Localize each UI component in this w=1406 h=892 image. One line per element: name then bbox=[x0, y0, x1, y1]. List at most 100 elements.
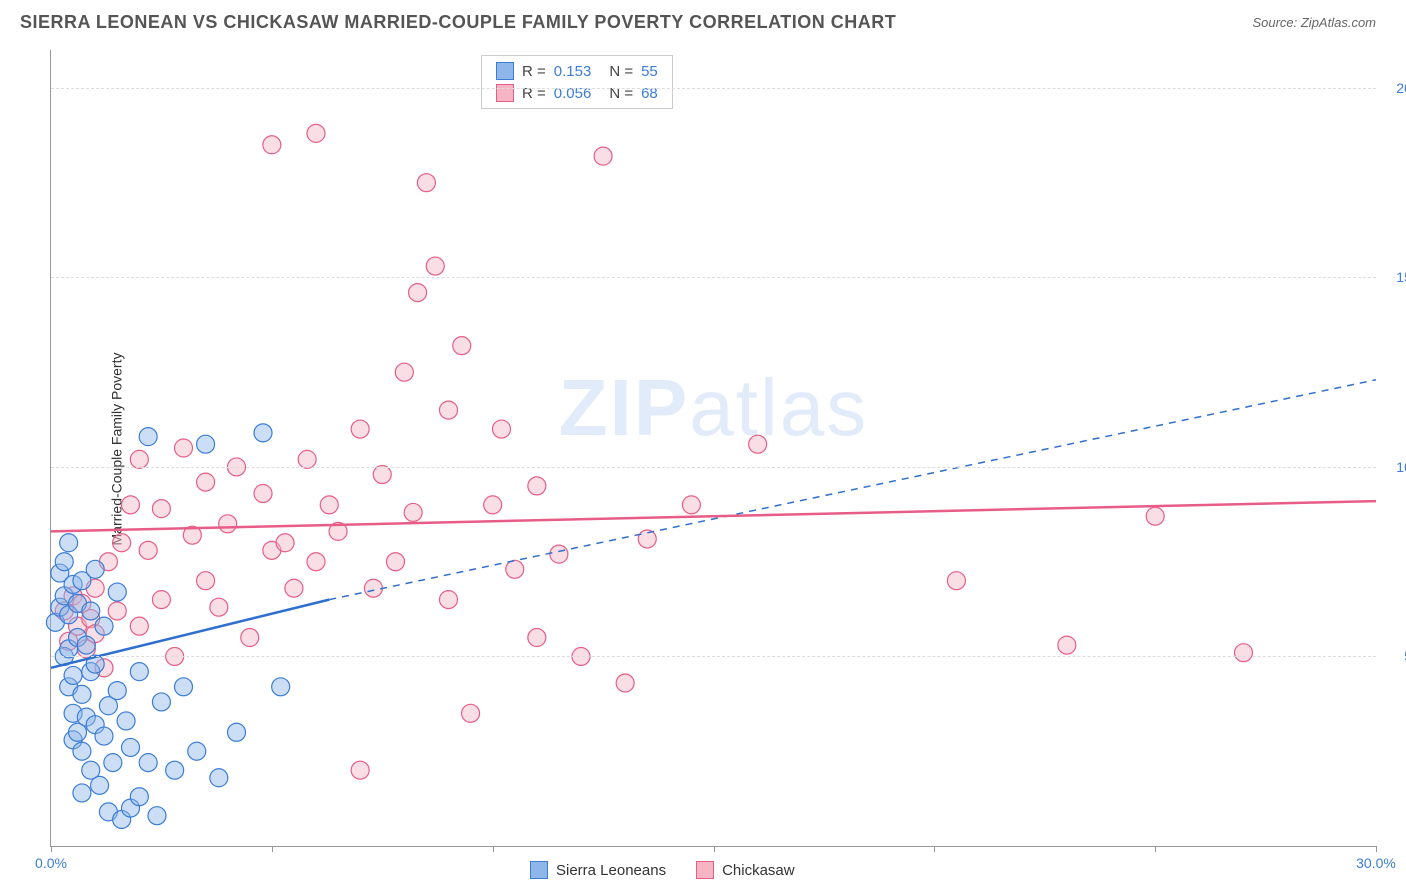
y-tick-label: 15.0% bbox=[1396, 269, 1406, 285]
swatch-sierra-legend bbox=[530, 861, 548, 879]
chickasaw-point bbox=[528, 629, 546, 647]
chickasaw-point bbox=[263, 136, 281, 154]
chickasaw-point bbox=[307, 124, 325, 142]
sierra-point bbox=[148, 807, 166, 825]
chickasaw-point bbox=[1235, 644, 1253, 662]
source-label: Source: ZipAtlas.com bbox=[1252, 15, 1376, 30]
sierra-point bbox=[166, 761, 184, 779]
swatch-chickasaw bbox=[496, 84, 514, 102]
chickasaw-point bbox=[462, 704, 480, 722]
sierra-point bbox=[117, 712, 135, 730]
sierra-point bbox=[60, 534, 78, 552]
sierra-point bbox=[254, 424, 272, 442]
sierra-point bbox=[55, 553, 73, 571]
swatch-chickasaw-legend bbox=[696, 861, 714, 879]
chickasaw-point bbox=[395, 363, 413, 381]
legend-chickasaw: Chickasaw bbox=[696, 861, 795, 879]
chickasaw-point bbox=[351, 761, 369, 779]
sierra-point bbox=[95, 727, 113, 745]
chickasaw-point bbox=[638, 530, 656, 548]
x-tick bbox=[272, 846, 273, 852]
sierra-point bbox=[91, 776, 109, 794]
chickasaw-point bbox=[440, 591, 458, 609]
gridline bbox=[51, 88, 1376, 89]
chickasaw-point bbox=[351, 420, 369, 438]
chart-area: Married-Couple Family Poverty ZIPatlas R… bbox=[50, 50, 1376, 847]
chickasaw-point bbox=[1058, 636, 1076, 654]
legend: Sierra Leoneans Chickasaw bbox=[530, 861, 795, 879]
sierra-point bbox=[77, 636, 95, 654]
sierra-point bbox=[108, 682, 126, 700]
chickasaw-point bbox=[373, 466, 391, 484]
chickasaw-point bbox=[152, 500, 170, 518]
sierra-point bbox=[73, 742, 91, 760]
chickasaw-point bbox=[298, 450, 316, 468]
chickasaw-point bbox=[440, 401, 458, 419]
chickasaw-point bbox=[506, 560, 524, 578]
chickasaw-point bbox=[426, 257, 444, 275]
x-tick-label: 30.0% bbox=[1356, 855, 1396, 871]
chickasaw-point bbox=[197, 473, 215, 491]
sierra-point bbox=[197, 435, 215, 453]
chickasaw-point bbox=[152, 591, 170, 609]
chickasaw-point bbox=[387, 553, 405, 571]
chickasaw-point bbox=[108, 602, 126, 620]
x-tick bbox=[493, 846, 494, 852]
stats-row-sierra: R = 0.153 N = 55 bbox=[496, 60, 658, 82]
sierra-point bbox=[188, 742, 206, 760]
chickasaw-point bbox=[122, 496, 140, 514]
chickasaw-point bbox=[285, 579, 303, 597]
chickasaw-point bbox=[364, 579, 382, 597]
chickasaw-point bbox=[197, 572, 215, 590]
sierra-point bbox=[139, 754, 157, 772]
sierra-point bbox=[130, 788, 148, 806]
chickasaw-point bbox=[139, 541, 157, 559]
chart-title: SIERRA LEONEAN VS CHICKASAW MARRIED-COUP… bbox=[20, 12, 896, 33]
chickasaw-point bbox=[113, 534, 131, 552]
sierra-point bbox=[95, 617, 113, 635]
chickasaw-point bbox=[417, 174, 435, 192]
sierra-point bbox=[73, 685, 91, 703]
x-tick-label: 0.0% bbox=[35, 855, 67, 871]
legend-sierra: Sierra Leoneans bbox=[530, 861, 666, 879]
trendline bbox=[51, 501, 1376, 531]
chickasaw-point bbox=[210, 598, 228, 616]
plot-area: ZIPatlas R = 0.153 N = 55 R = 0.056 N = … bbox=[50, 50, 1376, 847]
sierra-point bbox=[104, 754, 122, 772]
chickasaw-point bbox=[453, 337, 471, 355]
chickasaw-point bbox=[320, 496, 338, 514]
x-tick bbox=[1155, 846, 1156, 852]
y-tick-label: 20.0% bbox=[1396, 80, 1406, 96]
chickasaw-point bbox=[947, 572, 965, 590]
chickasaw-point bbox=[254, 484, 272, 502]
x-tick bbox=[714, 846, 715, 852]
chickasaw-point bbox=[241, 629, 259, 647]
sierra-point bbox=[139, 428, 157, 446]
chickasaw-point bbox=[409, 284, 427, 302]
chickasaw-point bbox=[1146, 507, 1164, 525]
chickasaw-point bbox=[528, 477, 546, 495]
x-tick bbox=[51, 846, 52, 852]
chickasaw-point bbox=[130, 450, 148, 468]
x-tick bbox=[1376, 846, 1377, 852]
stats-row-chickasaw: R = 0.056 N = 68 bbox=[496, 82, 658, 104]
chickasaw-point bbox=[550, 545, 568, 563]
chickasaw-point bbox=[219, 515, 237, 533]
sierra-point bbox=[108, 583, 126, 601]
gridline bbox=[51, 656, 1376, 657]
sierra-point bbox=[122, 738, 140, 756]
chickasaw-point bbox=[594, 147, 612, 165]
sierra-point bbox=[272, 678, 290, 696]
sierra-point bbox=[228, 723, 246, 741]
x-tick bbox=[934, 846, 935, 852]
y-tick-label: 10.0% bbox=[1396, 459, 1406, 475]
chickasaw-point bbox=[682, 496, 700, 514]
sierra-point bbox=[130, 663, 148, 681]
swatch-sierra bbox=[496, 62, 514, 80]
sierra-point bbox=[175, 678, 193, 696]
chickasaw-point bbox=[276, 534, 294, 552]
chickasaw-point bbox=[484, 496, 502, 514]
sierra-point bbox=[82, 602, 100, 620]
chickasaw-point bbox=[130, 617, 148, 635]
trendline bbox=[329, 380, 1376, 600]
